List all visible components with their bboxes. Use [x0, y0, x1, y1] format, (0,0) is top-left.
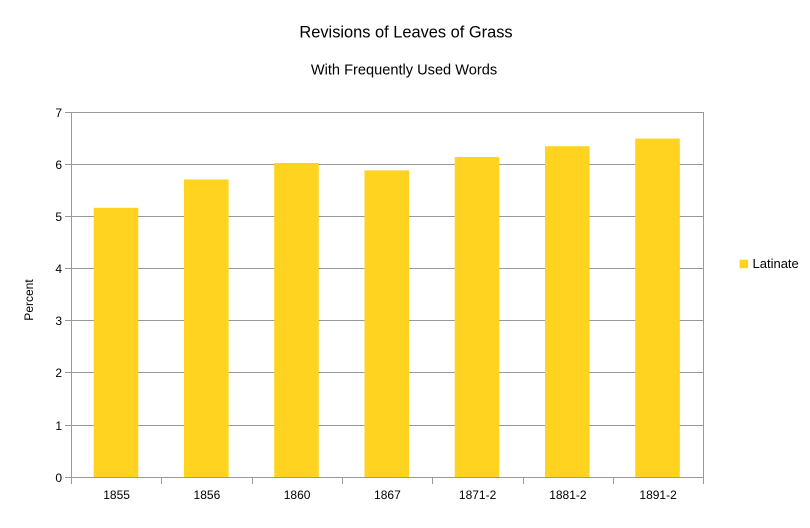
- svg-text:Revisions of Leaves of Grass: Revisions of Leaves of Grass: [299, 23, 512, 41]
- svg-text:1891-2: 1891-2: [639, 488, 677, 502]
- svg-text:1881-2: 1881-2: [549, 488, 587, 502]
- svg-text:1860: 1860: [284, 488, 311, 502]
- svg-text:5: 5: [55, 210, 62, 224]
- svg-text:7: 7: [55, 106, 62, 120]
- svg-text:6: 6: [55, 158, 62, 172]
- svg-text:4: 4: [55, 262, 62, 276]
- svg-text:1871-2: 1871-2: [459, 488, 497, 502]
- svg-text:Percent: Percent: [22, 279, 36, 321]
- svg-text:1: 1: [55, 419, 62, 433]
- svg-text:2: 2: [55, 366, 62, 380]
- svg-text:1856: 1856: [194, 488, 221, 502]
- svg-text:Latinate: Latinate: [753, 256, 799, 271]
- svg-text:0: 0: [55, 471, 62, 485]
- svg-text:3: 3: [55, 314, 62, 328]
- svg-text:With Frequently Used Words: With Frequently Used Words: [311, 63, 497, 79]
- svg-text:1867: 1867: [374, 488, 401, 502]
- svg-text:1855: 1855: [103, 488, 130, 502]
